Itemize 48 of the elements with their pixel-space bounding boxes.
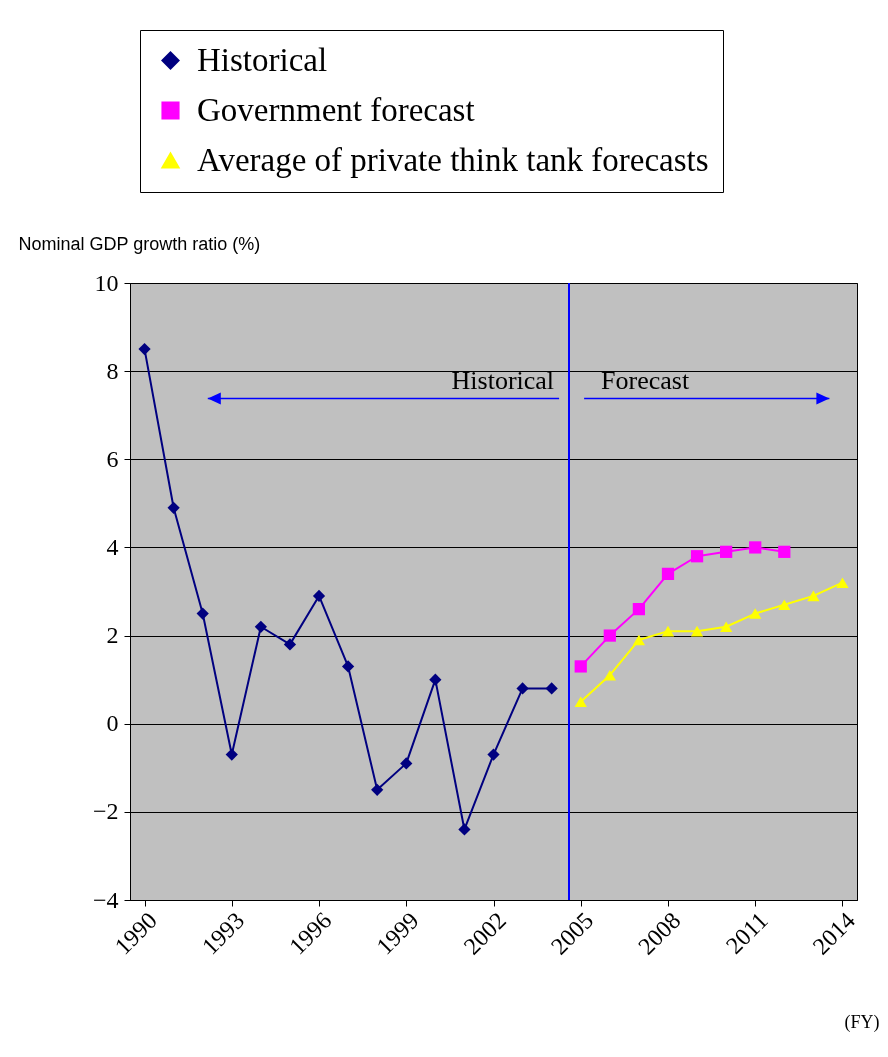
- y-tick-label: −4: [92, 886, 119, 913]
- point: [225, 748, 238, 761]
- point: [603, 669, 616, 681]
- annotation: Forecast: [601, 365, 690, 395]
- legend-label: Government forecast: [197, 91, 475, 128]
- point: [400, 757, 413, 770]
- point: [778, 545, 791, 558]
- point: [458, 823, 471, 836]
- y-tick-label: 2: [106, 622, 119, 649]
- point: [632, 603, 646, 616]
- annotation: Historical: [451, 365, 555, 395]
- point: [720, 545, 733, 558]
- point: [574, 696, 587, 707]
- point: [429, 673, 442, 686]
- y-tick-label: 4: [106, 533, 119, 560]
- y-tick-label: 6: [106, 445, 119, 472]
- y-tick-label: 8: [106, 357, 119, 384]
- y-tick-label: 0: [106, 710, 119, 737]
- point: [283, 638, 297, 651]
- point: [603, 629, 616, 642]
- y-axis-title: Nominal GDP growth ratio (%): [18, 233, 261, 254]
- point: [807, 590, 820, 602]
- point: [196, 607, 209, 620]
- point: [167, 501, 180, 514]
- point: [632, 634, 646, 646]
- legend-label: Historical: [197, 41, 328, 78]
- point: [254, 620, 267, 633]
- point: [661, 567, 675, 580]
- point: [312, 589, 326, 603]
- point: [690, 625, 704, 637]
- point: [138, 342, 151, 356]
- point: [690, 550, 704, 563]
- legend-label: Average of private think tank forecasts: [197, 141, 709, 178]
- y-tick-label: −2: [92, 798, 119, 825]
- point: [574, 660, 587, 673]
- point: [661, 625, 675, 637]
- point: [487, 748, 500, 761]
- point: [749, 541, 762, 554]
- point: [778, 599, 791, 611]
- point: [545, 682, 558, 695]
- point: [749, 608, 762, 619]
- x-axis-title: (FY): [844, 1011, 880, 1033]
- point: [341, 660, 355, 673]
- point: [516, 682, 529, 695]
- point: [720, 621, 733, 633]
- y-tick-label: 10: [94, 269, 119, 296]
- point: [836, 577, 849, 588]
- point: [371, 783, 384, 796]
